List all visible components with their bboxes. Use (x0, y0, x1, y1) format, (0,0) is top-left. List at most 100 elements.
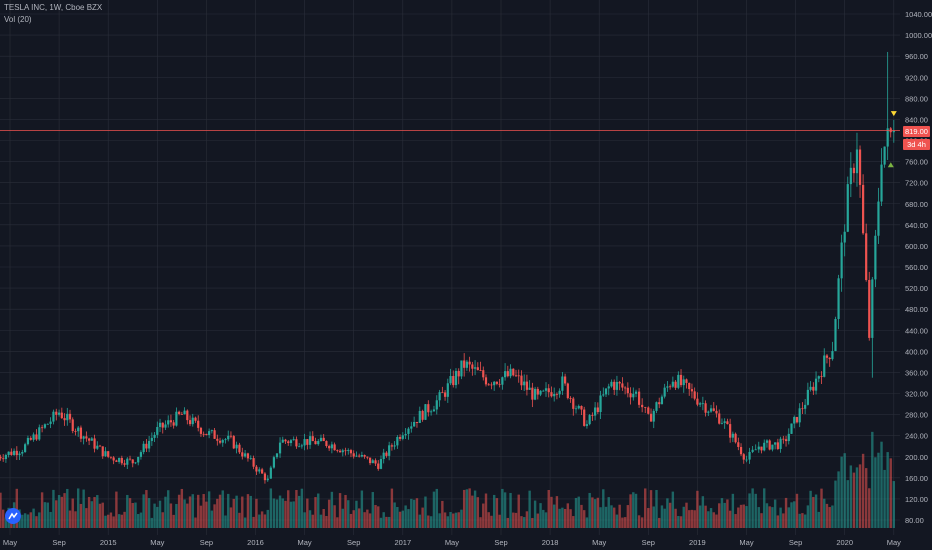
candle-body (26, 437, 30, 445)
candle-body (12, 450, 16, 455)
candle-body (632, 393, 635, 398)
candle-body (506, 371, 509, 377)
volume-bar (235, 495, 238, 528)
candle-body (626, 387, 629, 394)
volume-bar (21, 514, 24, 528)
volume-bar (412, 499, 416, 528)
candle-body (846, 184, 849, 232)
volume-bar (817, 511, 820, 528)
volume-bar (429, 516, 433, 528)
candle-body (742, 454, 745, 460)
volume-bar (512, 512, 515, 528)
candle-body (652, 410, 655, 422)
candle-body (96, 445, 99, 449)
price-tick-label: 520.00 (905, 284, 928, 293)
candle-body (465, 361, 469, 368)
volume-bar (771, 507, 774, 528)
candle-body (328, 446, 331, 449)
volume-bar (52, 489, 55, 528)
time-axis[interactable]: May Sep 2015 May Sep 2016 May Sep 2017 May Sep 2018… (3, 538, 901, 547)
volume-bar (202, 494, 205, 528)
tradingview-logo-icon[interactable] (5, 508, 21, 524)
candle-body (221, 440, 224, 443)
volume-bar (623, 517, 627, 528)
volume-legend[interactable]: Vol (20) (4, 15, 32, 24)
volume-bar (435, 488, 438, 528)
candle-body (871, 279, 874, 338)
candle-body (782, 438, 785, 440)
volume-bar (207, 491, 211, 528)
volume-bar (626, 505, 630, 528)
candle-body (707, 411, 710, 413)
volume-bar (593, 499, 597, 528)
volume-bar (260, 511, 264, 528)
candle-body (269, 467, 272, 479)
candle-body (278, 442, 282, 454)
volume-bar (517, 494, 520, 528)
volume-bars (0, 431, 895, 528)
volume-bar (487, 512, 490, 528)
candle-body (855, 149, 859, 174)
volume-bar (849, 465, 853, 528)
price-tick-label: 1000.00 (905, 31, 932, 40)
candle-body (2, 458, 5, 460)
candle-body (547, 388, 550, 393)
price-tick-label: 920.00 (905, 73, 928, 82)
volume-bar (602, 489, 605, 528)
candle-body (452, 376, 455, 386)
candle-body (572, 398, 575, 409)
volume-bar (745, 506, 748, 528)
candle-body (709, 408, 713, 412)
volume-bar (784, 497, 788, 528)
candle-body (880, 164, 883, 202)
volume-bar (128, 498, 132, 528)
candle-body (7, 451, 10, 455)
candle-body (865, 233, 868, 280)
volume-bar (303, 512, 306, 528)
volume-bar (60, 496, 64, 528)
volume-bar (57, 495, 61, 528)
volume-bar (401, 510, 404, 528)
volume-bar (398, 511, 402, 528)
candle-body (768, 440, 771, 450)
volume-bar (393, 502, 396, 528)
candle-body (542, 390, 545, 392)
candle-body (877, 201, 880, 236)
volume-bar (98, 503, 102, 528)
price-tick-label: 600.00 (905, 242, 928, 251)
volume-bar (726, 499, 729, 528)
volume-bar (38, 512, 41, 528)
candle-body (776, 442, 779, 449)
candle-body (131, 459, 134, 464)
candle-body (837, 278, 840, 319)
candle-body (671, 381, 674, 387)
volume-bar (591, 497, 594, 528)
volume-bar (357, 508, 361, 528)
candle-body (333, 444, 336, 451)
candle-body (613, 381, 616, 390)
volume-bar (561, 507, 564, 528)
volume-bar (29, 512, 32, 528)
candle-body (415, 421, 419, 423)
triangle-up-marker (887, 162, 894, 168)
price-axis[interactable]: 1040.00 1000.00 960.00 920.00 880.00 840.00 80… (905, 10, 932, 525)
candle-body (723, 421, 726, 423)
time-tick-label: Sep (347, 538, 360, 547)
candle-body (729, 424, 732, 438)
candle-body (186, 410, 189, 421)
symbol-legend[interactable]: TESLA INC, 1W, Cboe BZX (4, 3, 103, 12)
volume-bar (677, 516, 680, 528)
candle-body (637, 391, 641, 405)
volume-bar (199, 505, 203, 528)
volume-bar (23, 513, 27, 528)
candle-body (644, 407, 647, 408)
candle-body (840, 242, 843, 279)
candle-body (281, 439, 284, 443)
volume-bar (172, 514, 175, 528)
candle-body (77, 427, 80, 432)
candle-body (338, 450, 342, 453)
candle-body (580, 405, 583, 410)
candle-body (46, 423, 49, 425)
volume-bar (528, 490, 531, 528)
